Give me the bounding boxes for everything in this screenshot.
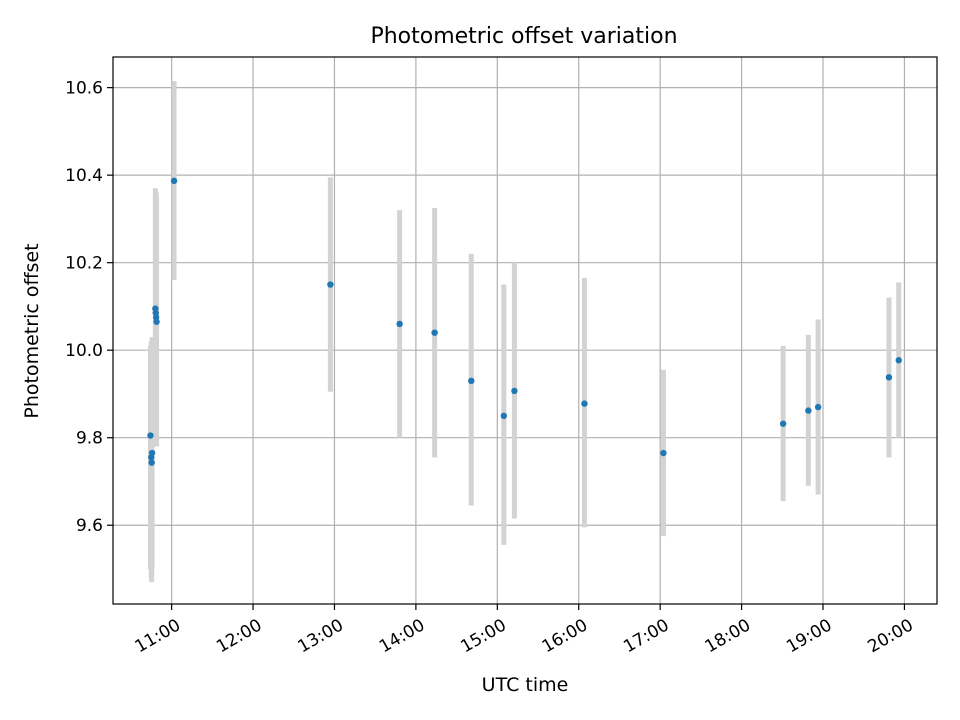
- y-tick-label: 9.8: [76, 429, 103, 449]
- y-tick-label: 10.4: [65, 166, 103, 186]
- data-point: [660, 449, 667, 457]
- data-point: [147, 432, 154, 439]
- y-tick-label: 10.2: [65, 254, 103, 274]
- x-tick-label: 11:00: [132, 615, 184, 657]
- data-point: [153, 318, 160, 325]
- y-tick-label: 9.6: [76, 516, 103, 536]
- data-point: [500, 412, 508, 420]
- x-axis: 11:00 12:00 13:00 14:00 15:00 16:00 17:00 18:00…: [132, 604, 917, 657]
- y-axis-label: Photometric offset: [21, 243, 43, 418]
- data-point: [148, 449, 156, 457]
- chart-title: Photometric offset variation: [370, 24, 677, 49]
- x-tick-label: 15:00: [457, 615, 509, 657]
- y-tick-label: 10.0: [65, 341, 103, 361]
- data-point: [396, 320, 403, 328]
- x-tick-label: 13:00: [295, 615, 347, 657]
- data-point: [148, 459, 155, 466]
- x-axis-label: UTC time: [482, 674, 569, 696]
- x-tick-label: 17:00: [620, 615, 672, 657]
- data-point: [814, 403, 822, 411]
- plot-frame: [112, 56, 938, 605]
- data-point: [805, 407, 812, 414]
- data-point: [779, 420, 787, 427]
- grid: [113, 57, 937, 604]
- y-tick-label: 10.6: [65, 79, 103, 99]
- data-point: [885, 374, 893, 381]
- data-point: [895, 357, 902, 364]
- y-axis: 9.6 9.8 10.0 10.2 10.4 10.6: [65, 79, 113, 536]
- x-tick-label: 18:00: [702, 615, 754, 657]
- x-tick-label: 12:00: [213, 615, 265, 657]
- x-tick-label: 20:00: [864, 615, 916, 657]
- data-point: [511, 387, 518, 395]
- data-point: [581, 400, 588, 407]
- data-point: [170, 177, 178, 185]
- data-point: [327, 281, 334, 288]
- data-points: [147, 177, 902, 466]
- data-point: [468, 377, 475, 385]
- data-point: [431, 329, 438, 336]
- x-tick-label: 14:00: [376, 615, 428, 657]
- x-tick-label: 19:00: [783, 615, 835, 657]
- error-bars: [147, 81, 902, 583]
- x-tick-label: 16:00: [539, 615, 591, 657]
